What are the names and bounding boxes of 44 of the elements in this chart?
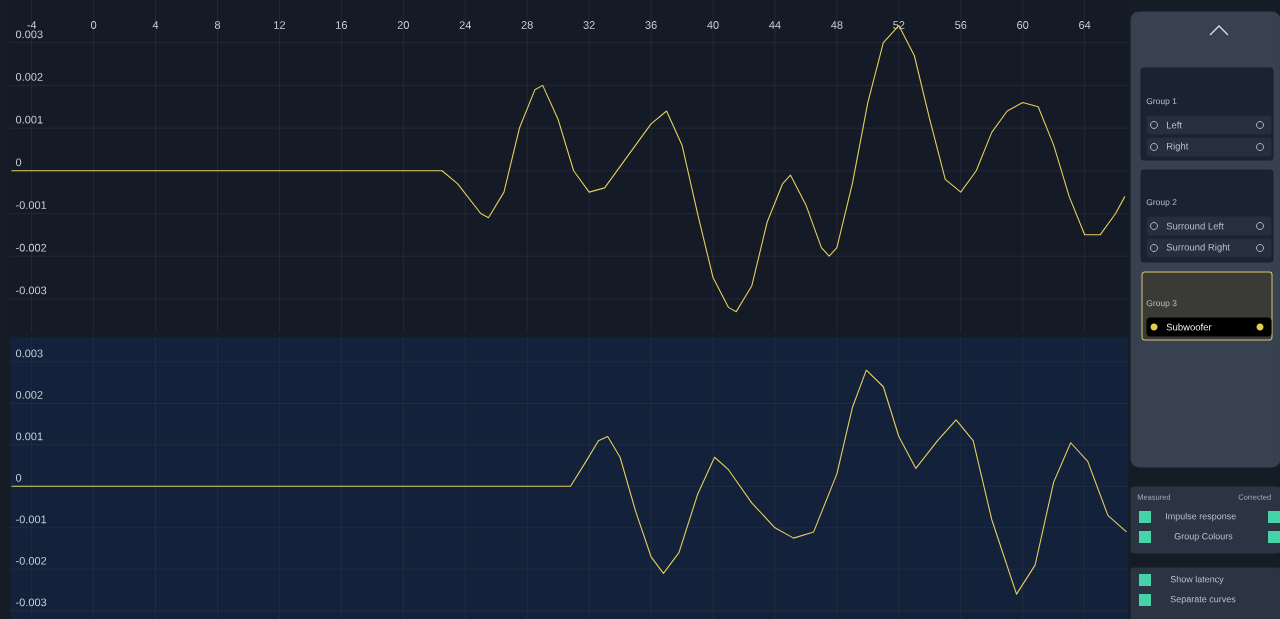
y-tick-label: 0.001 [15,432,43,441]
y-tick-label: -0.001 [16,515,47,524]
y-tick-label: -0.002 [16,556,47,565]
text: Separate curves [1170,595,1236,605]
text: Group Colours [1174,532,1233,542]
x-tick-label: 32 [583,21,595,29]
text: Surround Right [1166,243,1231,253]
y-tick-label: -0.003 [16,286,47,295]
y-tick-label: -0.001 [16,201,47,209]
x-tick-label: 60 [1017,21,1029,29]
x-tick-label: 40 [707,21,719,29]
text: Group 1 [1146,98,1177,106]
text: Right [1167,142,1189,152]
x-tick-label: 8 [214,21,221,29]
y-tick-label: 0.003 [15,349,43,358]
y-tick-label: 0.003 [15,30,43,39]
x-tick-label: 56 [955,21,967,29]
y-tick-label: -0.003 [16,598,47,607]
x-tick-label: 0 [90,21,97,29]
text: Group 2 [1146,199,1177,207]
y-tick-label: -0.002 [16,243,47,252]
text: Subwoofer [1166,323,1212,331]
text: Impulse response [1166,512,1236,522]
x-tick-label: 12 [274,21,285,29]
y-tick-label: 0.002 [15,73,43,81]
text: Group 3 [1146,300,1177,308]
x-tick-label: 4 [152,21,159,29]
x-tick-label: 20 [397,21,409,29]
x-tick-label: 64 [1079,21,1091,29]
x-tick-label: 52 [893,21,905,29]
y-tick-label: 0.002 [15,391,43,399]
x-tick-label: 16 [336,21,347,29]
y-tick-label: 0.001 [15,115,43,124]
text: Show latency [1170,575,1224,585]
x-tick-label: 24 [459,21,472,29]
y-tick-label: 0 [15,158,22,167]
text: Surround Left [1166,222,1224,230]
x-tick-label: 44 [769,21,781,29]
y-tick-label: 0 [15,473,22,482]
x-tick-label: 48 [831,21,843,29]
x-tick-label: 36 [645,21,657,29]
x-tick-label: -4 [27,21,37,29]
x-tick-label: 28 [521,21,533,29]
text: Left [1167,121,1182,129]
